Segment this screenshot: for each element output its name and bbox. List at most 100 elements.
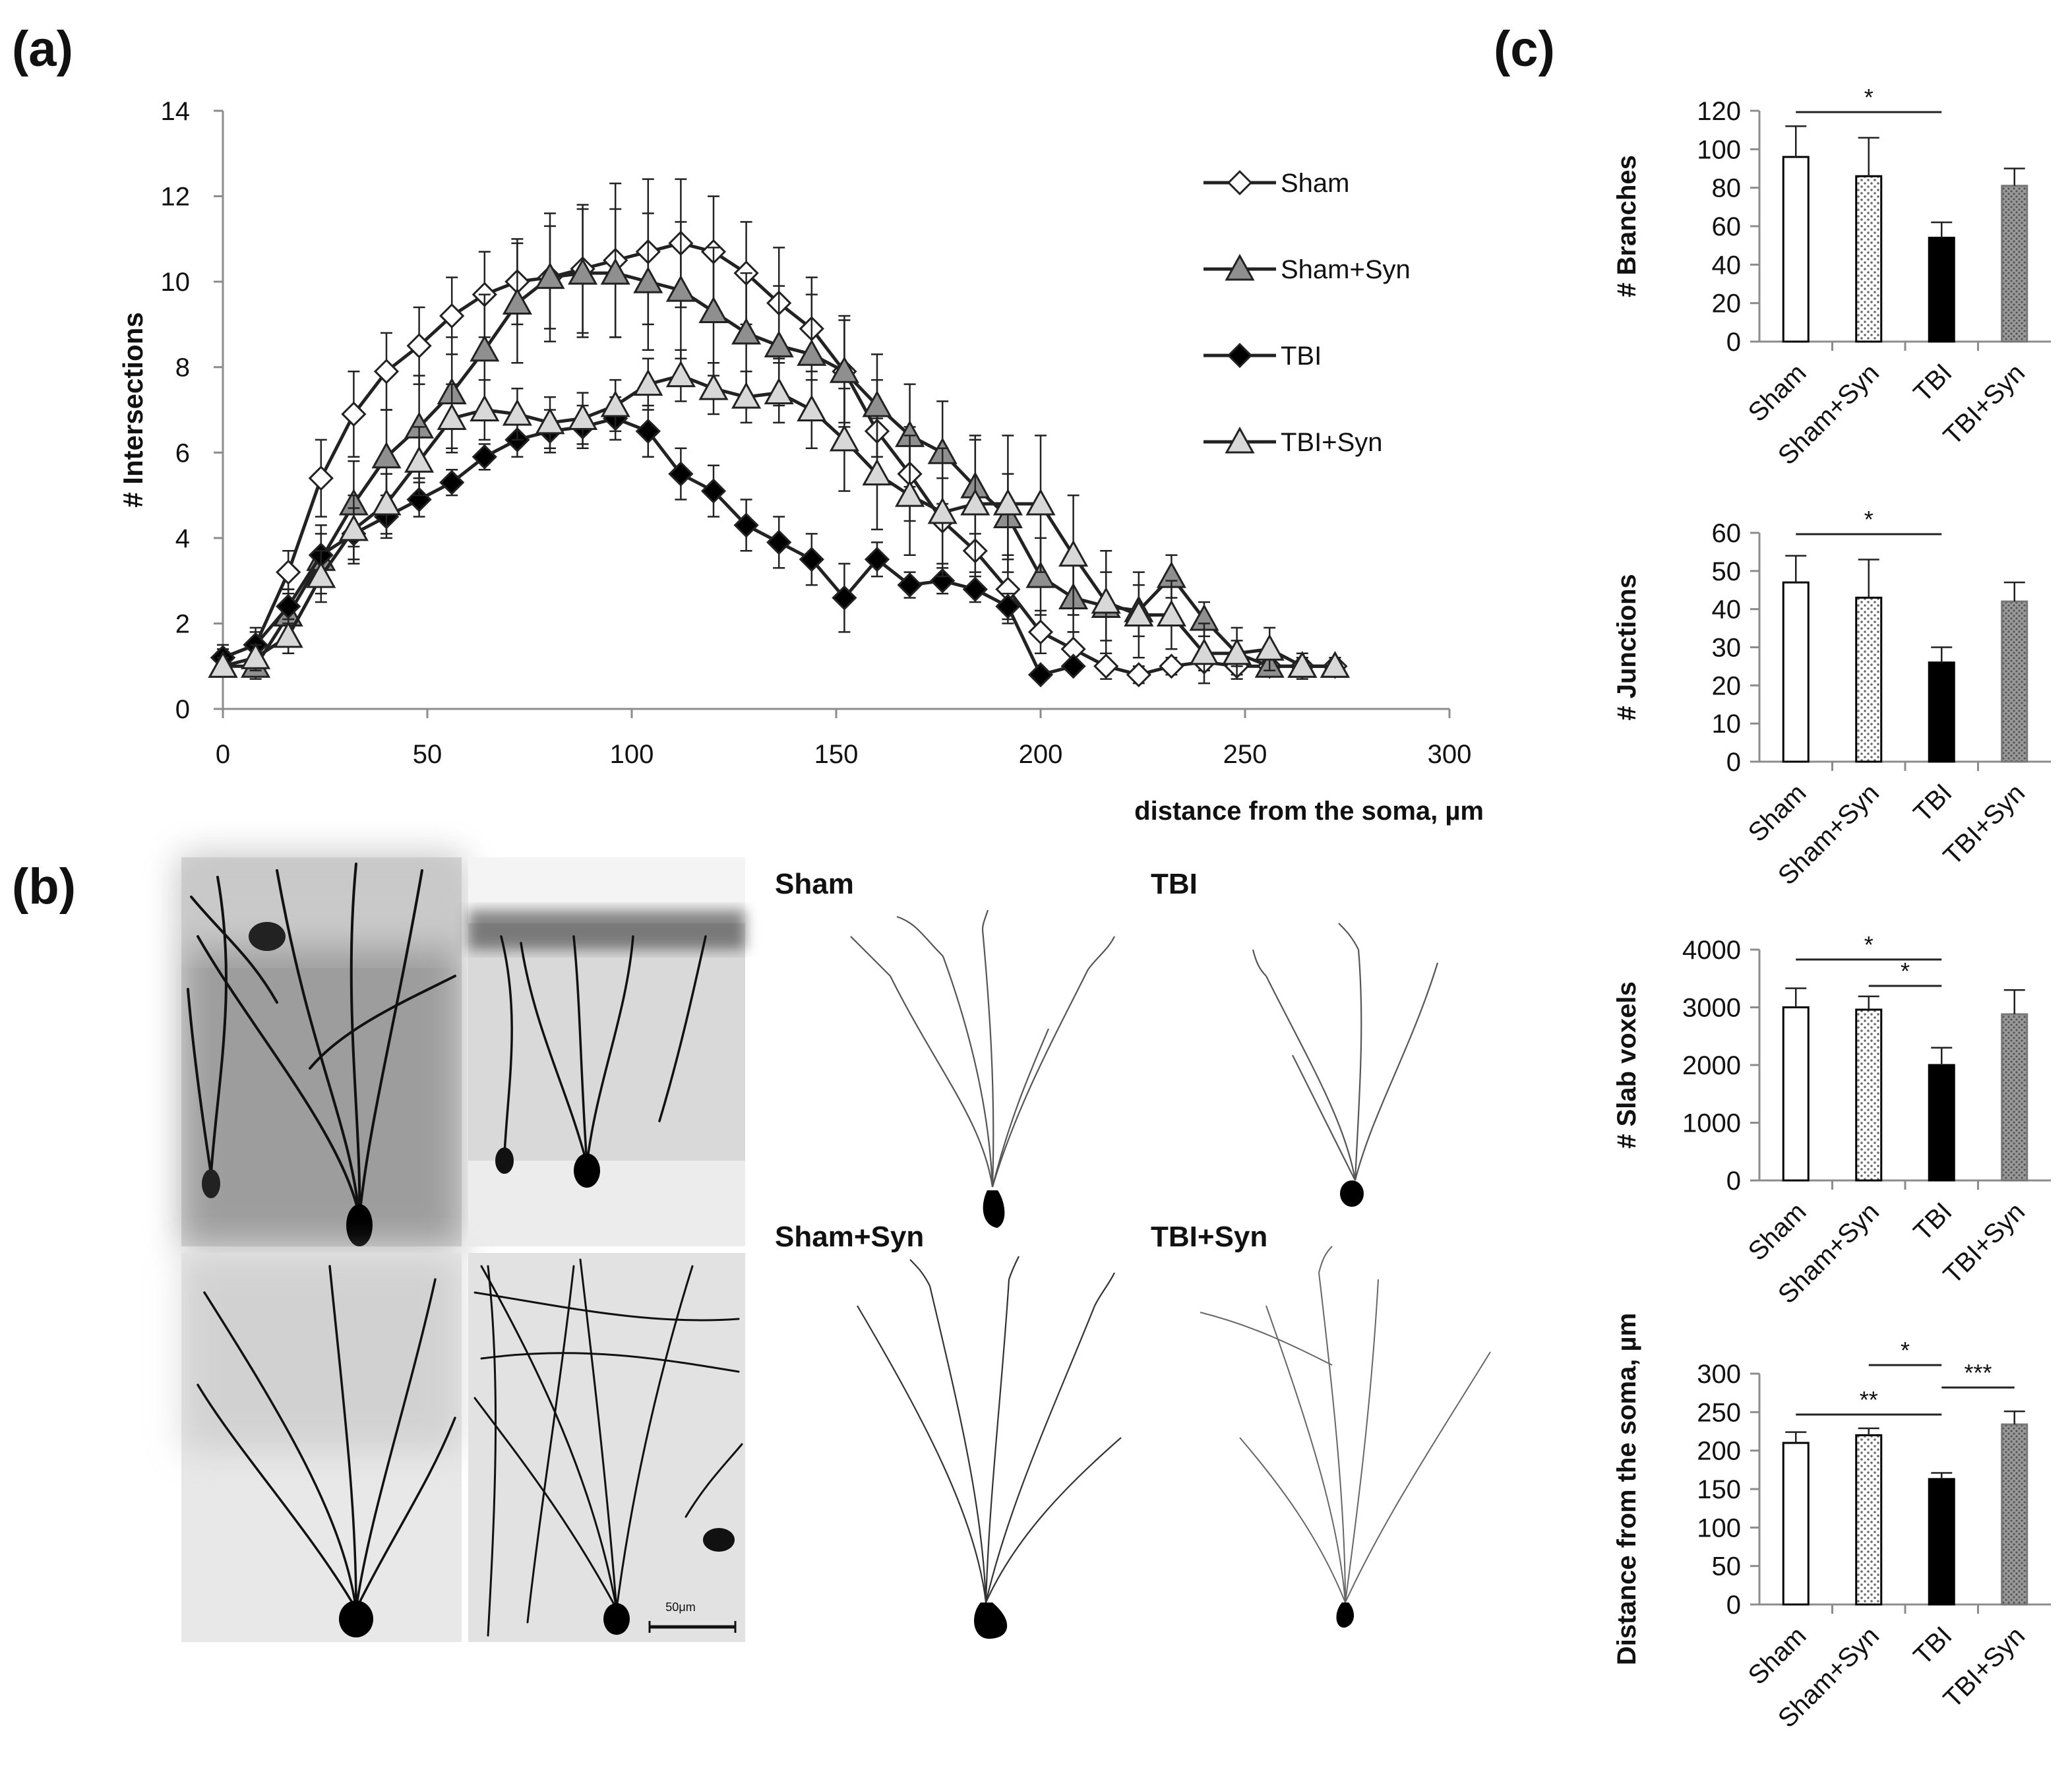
data-point	[633, 369, 663, 396]
bar-tbi-plus-syn	[2001, 1013, 2028, 1182]
data-point	[731, 381, 762, 409]
data-point	[1287, 651, 1318, 678]
significance-label: *	[1901, 1337, 1910, 1364]
data-point	[208, 651, 238, 678]
y-tick-label: 150	[1697, 1475, 1741, 1504]
scale-bar-label: 50μm	[665, 1601, 695, 1614]
data-point	[406, 487, 432, 512]
significance-label: ***	[1964, 1359, 1992, 1386]
bar-sham	[1782, 156, 1810, 343]
y-tick-label: 2000	[1682, 1051, 1741, 1080]
data-point	[829, 424, 859, 452]
tracing-sham-syn	[857, 1256, 1122, 1603]
data-point	[502, 398, 532, 426]
x-tick-label: TBI	[1908, 778, 1957, 828]
tracing-label-sham: Sham	[775, 868, 854, 900]
data-point	[1320, 651, 1350, 678]
data-point	[1222, 638, 1252, 665]
y-tick-label: 250	[1697, 1398, 1741, 1427]
data-point	[470, 394, 500, 421]
y-tick-label: 100	[1697, 1513, 1741, 1542]
y-tick-label: 10	[161, 268, 191, 297]
data-point	[897, 572, 923, 598]
data-point	[1027, 619, 1054, 645]
x-tick-label: 0	[216, 740, 230, 769]
data-point	[733, 512, 759, 538]
data-point	[472, 444, 497, 470]
series-tbi	[210, 396, 1086, 688]
data-point	[1254, 634, 1285, 661]
x-tick-label: TBI+Syn	[1938, 778, 2030, 870]
y-tick-label: 40	[1712, 251, 1742, 280]
data-point	[1093, 654, 1119, 679]
series-tbi-plus-syn	[208, 349, 1350, 685]
data-point	[306, 561, 336, 588]
legend-label: Sham	[1281, 169, 1350, 198]
panel-label-a: (a)	[12, 21, 73, 77]
y-tick-label: 200	[1697, 1437, 1741, 1466]
data-point	[862, 458, 892, 486]
x-tick-label: TBI+Syn	[1938, 1621, 2030, 1713]
bar-tbi-plus-syn	[2001, 185, 2028, 343]
tracing-label-tbi: TBI	[1151, 868, 1198, 900]
data-point	[799, 547, 824, 572]
data-point	[241, 642, 271, 669]
y-tick-label: 0	[1726, 328, 1741, 357]
micrograph-tbi	[468, 857, 745, 1246]
data-point	[600, 258, 630, 285]
x-tick-label: Sham	[1743, 1621, 1812, 1690]
data-point	[764, 330, 794, 357]
x-axis-label: distance from the soma, µm	[1134, 797, 1484, 826]
data-point	[698, 296, 729, 323]
data-point	[1156, 599, 1186, 626]
x-tick-label: 100	[610, 740, 654, 769]
tracing-sham-soma	[983, 1190, 1005, 1228]
data-point	[406, 333, 432, 359]
x-tick-label: 300	[1428, 740, 1472, 769]
legend-label: Sham+Syn	[1281, 255, 1411, 284]
x-tick-label: TBI+Syn	[1938, 1197, 2030, 1289]
y-tick-label: 0	[1726, 1167, 1741, 1196]
y-tick-label: 20	[1712, 671, 1742, 700]
y-tick-label: 120	[1697, 97, 1741, 126]
data-point	[668, 461, 694, 487]
significance-label: *	[1864, 931, 1874, 958]
data-point	[862, 390, 892, 417]
data-point	[276, 594, 301, 619]
data-point	[1091, 586, 1121, 614]
legend-marker	[1227, 342, 1253, 369]
significance-label: *	[1901, 958, 1910, 985]
panel-label-b: (b)	[12, 859, 76, 915]
y-tick-label: 4	[175, 524, 190, 553]
data-point	[698, 373, 729, 400]
data-point	[992, 488, 1023, 516]
y-tick-label: 0	[1726, 1591, 1741, 1620]
data-point	[665, 360, 696, 388]
data-point	[1159, 654, 1184, 679]
bar-sham	[1782, 1442, 1810, 1606]
data-point	[633, 266, 663, 293]
bar-chart-distance: 0 50 100 150 200 250 300 Distance from the soma…	[1612, 1313, 2051, 1734]
data-point	[439, 303, 465, 329]
data-point	[373, 359, 400, 384]
data-point	[764, 377, 794, 405]
micrograph-sham-syn	[181, 1253, 462, 1642]
y-axis-label: # Intersections	[117, 312, 148, 507]
y-tick-label: 3000	[1682, 994, 1741, 1023]
bar-sham-plus-syn	[1855, 1008, 1883, 1182]
bar-tbi-plus-syn	[2001, 600, 2028, 763]
bar-sham-plus-syn	[1855, 175, 1883, 343]
significance-label: *	[1864, 84, 1874, 111]
data-point	[535, 262, 565, 290]
data-point	[404, 446, 435, 473]
data-point	[1025, 561, 1056, 588]
data-point	[797, 339, 827, 366]
y-tick-label: 12	[161, 183, 191, 212]
y-tick-label: 60	[1712, 212, 1742, 241]
data-point	[273, 621, 303, 648]
data-point	[797, 394, 827, 421]
y-tick-label: 1000	[1682, 1109, 1741, 1138]
data-point	[1060, 654, 1086, 679]
